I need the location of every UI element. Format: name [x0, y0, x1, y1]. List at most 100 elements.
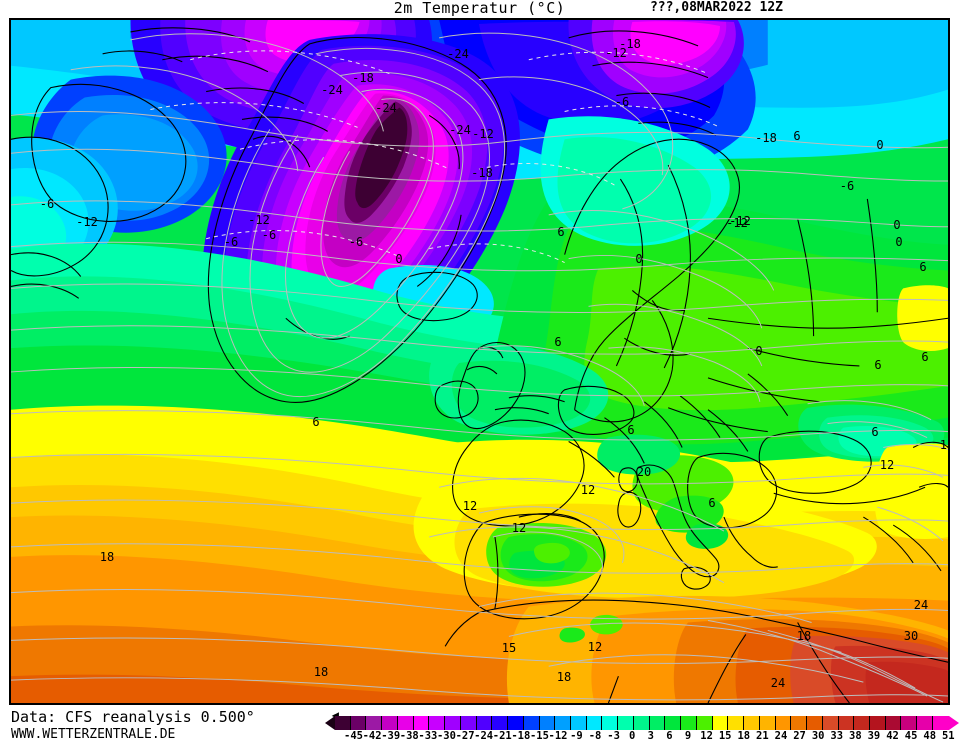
- contour-label: 6: [627, 423, 635, 437]
- colorbar-tick: 39: [867, 730, 881, 742]
- contour-label: -24: [321, 83, 343, 97]
- colorbar-swatch: [460, 716, 477, 730]
- colorbar-tick: -38: [399, 730, 419, 742]
- contour-label: 6: [871, 425, 879, 439]
- colorbar-tick: -42: [362, 730, 382, 742]
- colorbar-swatch: [696, 716, 713, 730]
- colorbar-swatch: [633, 716, 650, 730]
- colorbar-swatch: [618, 716, 634, 730]
- contour-label: -6: [348, 235, 364, 249]
- colorbar-tick: -15: [529, 730, 549, 742]
- contour-label: 6: [921, 350, 929, 364]
- colorbar-swatch: [665, 716, 682, 730]
- colorbar-tick: -27: [455, 730, 475, 742]
- contour-label: 6: [874, 358, 882, 372]
- contour-label: -12: [248, 213, 270, 227]
- colorbar-swatch: [492, 716, 509, 730]
- contour-label: 20: [636, 465, 652, 479]
- contour-label: 0: [893, 218, 901, 232]
- colorbar-swatch: [854, 716, 870, 730]
- map-frame[interactable]: -6 -12 -12 -6 -6 -24 -18 -24 -24 -24 -12 -18 -6 0 -12-…: [9, 18, 950, 705]
- contour-label: 18: [556, 670, 572, 684]
- colorbar-swatch: [744, 716, 760, 730]
- colorbar-tick: 38: [849, 730, 862, 742]
- colorbar-tick: 15: [718, 730, 732, 742]
- contour-label: -12: [472, 127, 494, 141]
- contour-label: 12: [879, 458, 895, 472]
- contour-label: 0: [895, 235, 903, 249]
- colorbar-swatch: [901, 716, 918, 730]
- temperature-field-map: [11, 20, 948, 703]
- contour-label: -24: [449, 123, 471, 137]
- contour-label: 18: [99, 550, 115, 564]
- colorbar-low-cap-icon: [325, 716, 335, 730]
- contour-label: 0: [395, 252, 403, 266]
- colorbar-tick: -30: [436, 730, 456, 742]
- contour-label: 6: [557, 225, 565, 239]
- contour-label: 6: [554, 335, 562, 349]
- run-date-label: ???,08MAR2022 12Z: [649, 0, 783, 15]
- colorbar-swatch: [555, 716, 572, 730]
- colorbar-swatch: [429, 716, 446, 730]
- colorbar-tick: 6: [666, 730, 673, 742]
- colorbar-swatch: [350, 716, 367, 730]
- contour-label: 0: [635, 252, 643, 266]
- colorbar-swatch: [885, 716, 902, 730]
- contour-label: -6: [261, 228, 277, 242]
- colorbar-tick: 0: [629, 730, 636, 742]
- colorbar-tick: -8: [588, 730, 602, 742]
- colorbar-tick: 21: [756, 730, 769, 742]
- contour-label: 18: [796, 629, 812, 643]
- contour-label: 6: [312, 415, 320, 429]
- website-label: WWW.WETTERZENTRALE.DE: [11, 727, 176, 742]
- colorbar-tick: 9: [684, 730, 692, 742]
- colorbar-swatch: [382, 716, 398, 730]
- contour-label: -6: [839, 179, 855, 193]
- contour-label: 12: [462, 499, 478, 513]
- colorbar-swatch: [869, 716, 886, 730]
- colorbar-tick: -45: [344, 730, 363, 742]
- contour-label: 6: [793, 129, 801, 143]
- contour-label: 12: [580, 483, 596, 497]
- colorbar-swatch: [681, 716, 697, 730]
- contour-label: 6: [919, 260, 927, 274]
- contour-label: -18: [755, 131, 777, 145]
- colorbar-swatch: [413, 716, 430, 730]
- colorbar-swatch: [523, 716, 540, 730]
- colorbar-swatch: [476, 716, 493, 730]
- colorbar-tick: -12: [548, 730, 568, 742]
- left-arrow-icon[interactable]: ◀: [331, 708, 339, 722]
- data-source-label: Data: CFS reanalysis 0.500°: [11, 708, 255, 726]
- colorbar[interactable]: -45 -42 -39 -38 -33 -30 -27 -24 -21 -18 -15 -12 -9 -8…: [325, 714, 959, 742]
- page-title: 2m Temperatur (°C): [393, 0, 566, 17]
- colorbar-swatch: [712, 716, 729, 730]
- colorbar-swatch: [728, 716, 745, 730]
- colorbar-swatch: [602, 716, 619, 730]
- contour-label: -18: [352, 71, 374, 85]
- contour-label: -24: [447, 47, 469, 61]
- colorbar-swatch: [807, 716, 823, 730]
- colorbar-tick: -21: [492, 730, 512, 742]
- colorbar-swatch: [586, 716, 603, 730]
- contour-label: 12: [511, 521, 527, 535]
- colorbar-swatch: [366, 716, 383, 730]
- colorbar-swatch: [571, 716, 587, 730]
- contour-label: 6: [708, 496, 716, 510]
- colorbar-tick-labels: -45 -42 -39 -38 -33 -30 -27 -24 -21 -18 -15 -12 -9 -8…: [335, 730, 955, 742]
- colorbar-swatch: [335, 716, 351, 730]
- colorbar-tick: 18: [737, 730, 751, 742]
- contour-label: 15: [501, 641, 517, 655]
- colorbar-swatch: [397, 716, 414, 730]
- colorbar-tick: 12: [700, 730, 713, 742]
- contour-label: 12: [587, 640, 603, 654]
- colorbar-tick: 33: [830, 730, 844, 742]
- colorbar-tick: -33: [418, 730, 438, 742]
- colorbar-tick: -24: [474, 730, 494, 742]
- contour-label: -12: [76, 215, 98, 229]
- contour-label: 18: [939, 438, 948, 452]
- contour-label: 24: [770, 676, 786, 690]
- contour-label: -6: [39, 197, 55, 211]
- contour-label: -6: [223, 235, 239, 249]
- contour-label: 18: [313, 665, 329, 679]
